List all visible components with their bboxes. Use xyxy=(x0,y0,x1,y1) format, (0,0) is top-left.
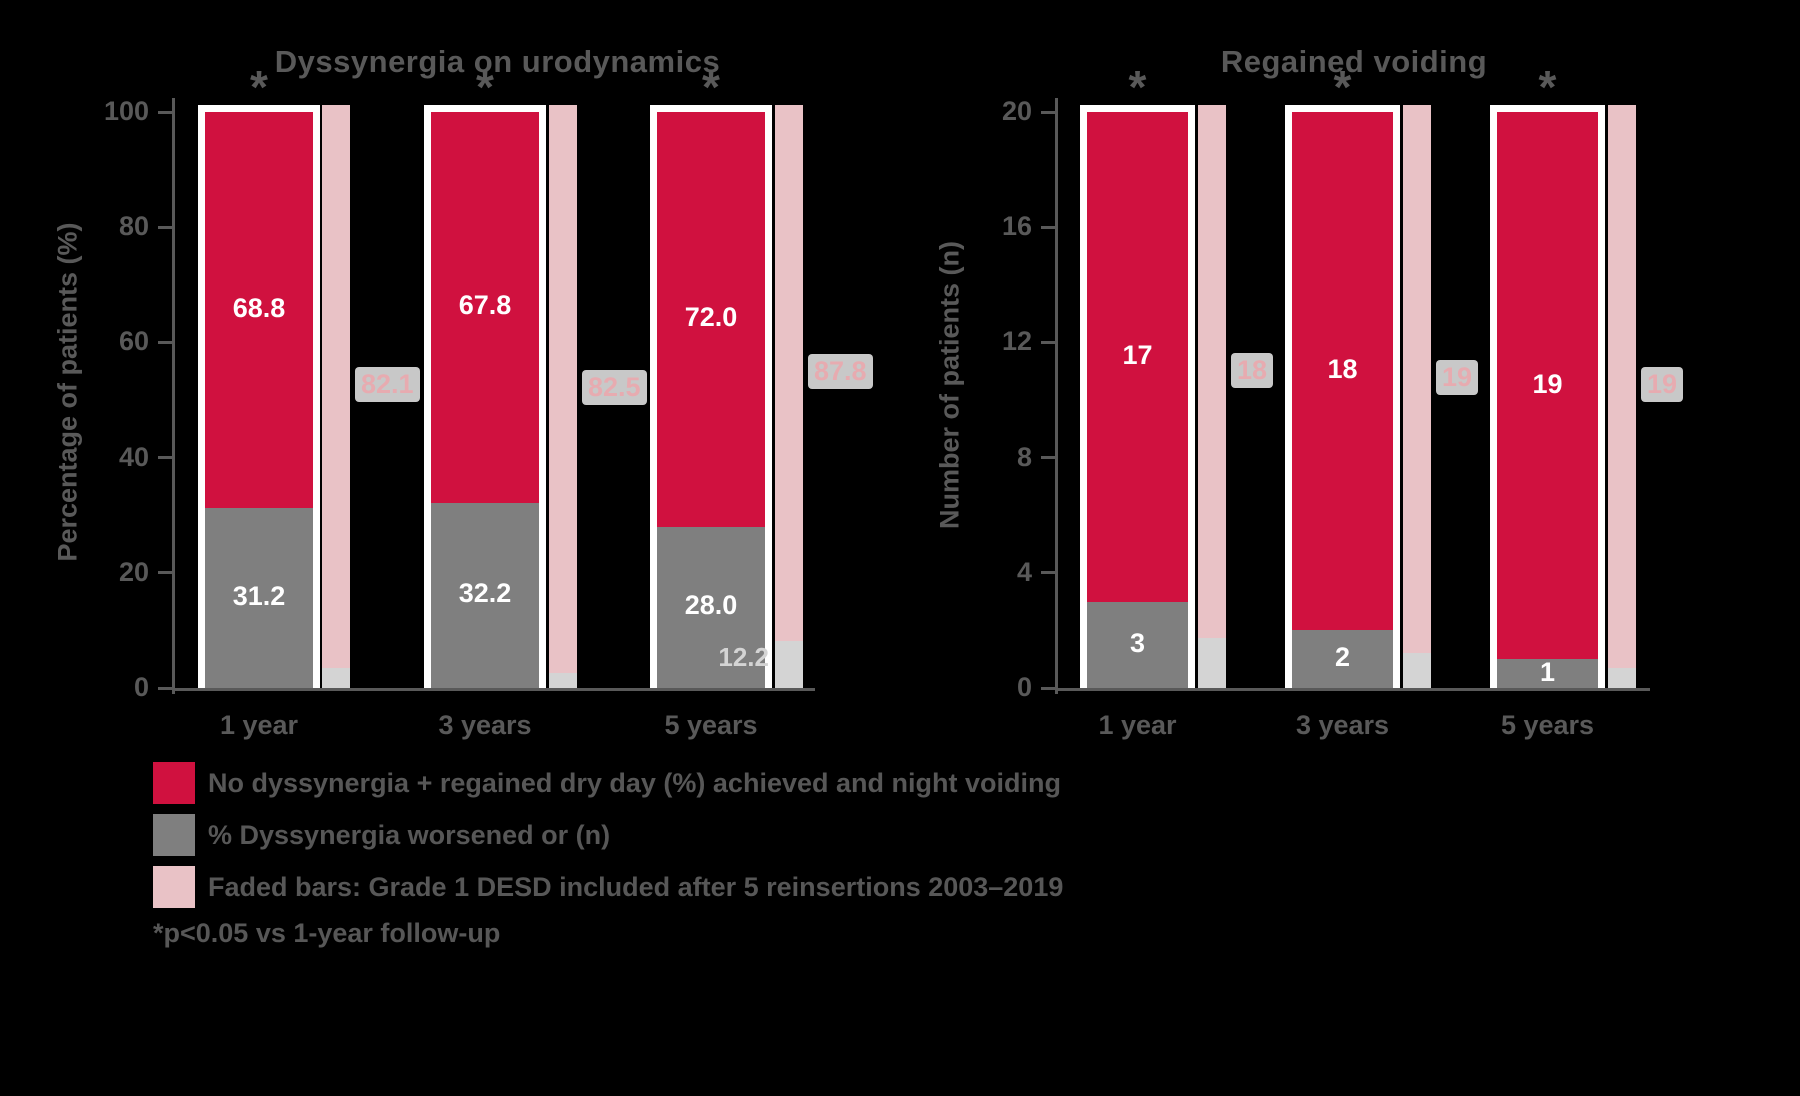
y-tick-label: 20 xyxy=(1001,96,1032,126)
significance-footnote: *p<0.05 vs 1-year follow-up xyxy=(153,918,501,948)
significance-asterisk: * xyxy=(1128,61,1147,113)
y-tick-label: 100 xyxy=(103,96,149,126)
y-tick-mark xyxy=(1041,571,1055,575)
faded-value-chip: 82.5 xyxy=(582,370,647,406)
faded-bottom-label: 12.2 xyxy=(718,642,769,672)
significance-asterisk: * xyxy=(476,61,494,113)
faded-bar-top-segment xyxy=(775,105,803,642)
y-tick-label: 60 xyxy=(118,326,149,357)
bar-gray-segment xyxy=(1497,659,1598,688)
faded-bar-top-segment xyxy=(549,105,577,674)
bar-red-segment xyxy=(1497,112,1598,660)
y-tick-label: 0 xyxy=(133,672,149,702)
significance-asterisk: * xyxy=(1538,61,1557,113)
x-category-label: 5 years xyxy=(664,710,758,740)
faded-bar-bottom-segment xyxy=(549,673,577,688)
red-value-label: 17 xyxy=(1122,339,1153,370)
significance-asterisk: * xyxy=(250,61,268,113)
bar-red-segment xyxy=(1087,112,1188,602)
x-category-label: 1 year xyxy=(1098,710,1177,740)
x-category-label: 3 years xyxy=(1295,710,1390,740)
y-tick-mark xyxy=(158,225,172,229)
y-tick-mark xyxy=(1041,225,1055,229)
y-tick-mark xyxy=(158,340,172,344)
faded-bar-bottom-segment xyxy=(1198,638,1226,688)
gray-value-label: 32.2 xyxy=(458,578,512,609)
gray-value-label: 28.0 xyxy=(684,590,738,621)
significance-asterisk: * xyxy=(702,61,720,113)
bar-red-segment xyxy=(205,112,313,509)
bar-gray-segment xyxy=(431,502,539,688)
red-value-label: 18 xyxy=(1327,354,1358,385)
y-tick-mark xyxy=(1041,456,1055,460)
gray-swatch xyxy=(153,814,195,856)
y-tick-mark xyxy=(158,571,172,575)
faded-value-chip: 87.8 xyxy=(808,354,873,390)
red-value-label: 67.8 xyxy=(458,290,512,321)
bar-gray-segment xyxy=(205,508,313,688)
red-value-label: 72.0 xyxy=(684,302,738,333)
y-tick-label: 80 xyxy=(118,211,149,242)
y-tick-label: 12 xyxy=(1001,326,1032,357)
y-tick-mark xyxy=(1041,110,1055,114)
y-tick-label: 40 xyxy=(118,441,149,472)
red-value-label: 19 xyxy=(1532,368,1563,399)
x-category-label: 1 year xyxy=(219,710,299,740)
y-tick-label: 0 xyxy=(1016,672,1032,702)
right-chart-title: Regained voiding xyxy=(1220,44,1488,79)
faded-value-chip: 19 xyxy=(1436,360,1479,395)
y-tick-label: 4 xyxy=(1016,556,1032,587)
x-category-label: 3 years xyxy=(438,710,532,740)
faded-value-chip: 19 xyxy=(1641,367,1684,403)
pink-swatch xyxy=(153,866,195,908)
legend-label-gray: % Dyssynergia worsened or (n) xyxy=(208,820,611,850)
significance-asterisk: * xyxy=(1333,61,1352,113)
faded-bar-top-segment xyxy=(322,105,350,668)
y-axis-line xyxy=(1055,98,1058,694)
y-tick-mark xyxy=(158,456,172,460)
x-axis-line xyxy=(174,688,815,691)
right-y-axis-title: Number of patients (n) xyxy=(934,241,965,529)
faded-bar-bottom-segment xyxy=(1403,653,1431,688)
left-chart-title: Dyssynergia on urodynamics xyxy=(274,44,721,79)
faded-value-chip: 18 xyxy=(1231,352,1274,388)
y-tick-mark xyxy=(158,686,172,690)
gray-value-label: 3 xyxy=(1129,627,1146,658)
y-tick-label: 20 xyxy=(118,556,149,587)
faded-bar-top-segment xyxy=(1403,105,1431,654)
red-swatch xyxy=(153,762,195,804)
gray-value-label: 1 xyxy=(1539,656,1556,687)
red-value-label: 68.8 xyxy=(232,293,286,324)
faded-bar-bottom-segment xyxy=(775,641,803,688)
bar-red-segment xyxy=(1292,112,1393,631)
legend-label-red: No dyssynergia + regained dry day (%) ac… xyxy=(208,768,1061,798)
x-category-label: 5 years xyxy=(1500,710,1595,740)
faded-bar-bottom-segment xyxy=(1608,667,1636,688)
gray-value-label: 2 xyxy=(1334,642,1351,673)
y-axis-line xyxy=(172,98,175,694)
bar-gray-segment xyxy=(657,526,765,688)
x-axis-line xyxy=(1057,688,1650,691)
bar-red-segment xyxy=(657,112,765,527)
faded-bar-bottom-segment xyxy=(322,667,350,688)
bar-gray-segment xyxy=(1087,601,1188,688)
y-tick-mark xyxy=(158,110,172,114)
faded-value-chip: 82.1 xyxy=(355,367,420,403)
faded-bar-top-segment xyxy=(1198,105,1226,639)
bar-red-segment xyxy=(431,112,539,503)
y-tick-label: 16 xyxy=(1001,211,1032,242)
gray-value-label: 31.2 xyxy=(232,581,286,612)
y-tick-mark xyxy=(1041,686,1055,690)
bar-gray-segment xyxy=(1292,630,1393,688)
y-tick-mark xyxy=(1041,340,1055,344)
left-y-axis-title: Percentage of patients (%) xyxy=(52,222,83,562)
y-tick-label: 8 xyxy=(1016,441,1032,472)
legend-label-pink: Faded bars: Grade 1 DESD included after … xyxy=(208,872,1064,902)
faded-bar-top-segment xyxy=(1608,105,1636,668)
